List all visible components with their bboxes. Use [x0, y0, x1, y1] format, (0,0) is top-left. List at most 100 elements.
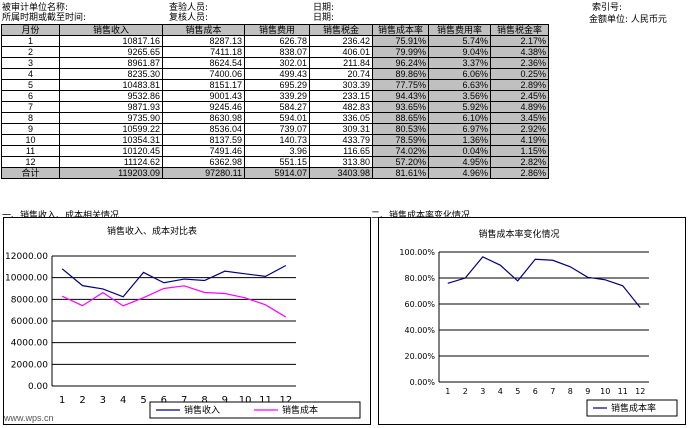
table-cell: 9	[1, 123, 60, 135]
table-cell: 211.84	[309, 57, 373, 69]
x-tick-label: 6	[161, 395, 167, 406]
table-cell: 2.45%	[490, 90, 549, 102]
table-row: 5 10483.81 8151.17 695.29 303.39 77.75% 6.63% 2…	[1, 79, 549, 91]
column-header: 销售税金率	[490, 24, 549, 36]
legend-label: 销售收入	[184, 404, 220, 416]
table-row: 1 10817.16 8287.13 626.78 236.42 75.91% 5.74% 2…	[1, 35, 549, 47]
table-cell: 7411.18	[162, 46, 245, 58]
x-tick-label: 12	[279, 395, 292, 406]
x-tick-label: 1	[59, 395, 65, 406]
table-cell: 9871.93	[59, 101, 163, 113]
table-cell: 0.25%	[490, 68, 549, 80]
column-header: 销售费用率	[428, 24, 491, 36]
table-cell: 11	[1, 145, 60, 157]
x-tick-label: 4	[120, 395, 126, 406]
table-cell: 303.39	[309, 79, 373, 91]
x-tick-label: 9	[585, 387, 590, 396]
table-cell: 74.02%	[372, 145, 429, 157]
table-cell: 236.42	[309, 35, 373, 47]
series-line	[61, 285, 287, 318]
y-tick-label: 8000.00	[11, 295, 48, 305]
x-tick-label: 1	[445, 387, 450, 396]
table-cell: 4.89%	[490, 101, 549, 113]
table-cell: 11124.62	[59, 156, 163, 168]
table-cell: 20.74	[309, 68, 373, 80]
column-header: 销售税金	[309, 24, 373, 36]
series-line	[447, 256, 641, 309]
table-cell: 9265.65	[59, 46, 163, 58]
unit-name-label: 被审计单位名称:	[2, 3, 69, 13]
table-cell: 2.36%	[490, 57, 549, 69]
table-cell: 7	[1, 101, 60, 113]
table-cell: 499.43	[244, 68, 310, 80]
table-cell: 9532.86	[59, 90, 163, 102]
table-cell: 116.65	[309, 145, 373, 157]
table-cell: 433.79	[309, 134, 373, 146]
table-cell: 8151.17	[162, 79, 245, 91]
table-cell: 313.80	[309, 156, 373, 168]
table-cell: 8961.87	[59, 57, 163, 69]
legend-label: 销售成本	[282, 404, 318, 416]
table-total-cell: 2.86%	[490, 167, 549, 179]
table-cell: 8235.30	[59, 68, 163, 80]
table-cell: 9.04%	[428, 46, 491, 58]
reviewed-by-label: 复核人员:	[169, 13, 209, 23]
table-total-cell: 4.96%	[428, 167, 491, 179]
y-tick-label: 100.00%	[399, 248, 435, 257]
y-tick-label: 4000.00	[11, 339, 48, 349]
table-cell: 89.86%	[372, 68, 429, 80]
table-cell: 140.73	[244, 134, 310, 146]
x-tick-label: 6	[533, 387, 538, 396]
table-cell: 4	[1, 68, 60, 80]
table-total-cell: 81.61%	[372, 167, 429, 179]
y-tick-label: 10000.00	[5, 274, 48, 284]
table-row: 9 10599.22 8536.04 739.07 309.31 80.53% 6.97% 2…	[1, 123, 549, 135]
revenue-cost-chart-svg: 销售收入、成本对比表 0.00 2000.00 4000.00 6000.00 8000.…	[5, 225, 361, 419]
table-cell: 57.20%	[372, 156, 429, 168]
x-tick-label: 12	[635, 387, 645, 396]
table-cell: 10817.16	[59, 35, 163, 47]
table-cell: 8287.13	[162, 35, 245, 47]
x-tick-label: 2	[463, 387, 468, 396]
table-cell: 5.74%	[428, 35, 491, 47]
legend-label: 销售成本率	[611, 402, 656, 414]
table-row: 2 9265.65 7411.18 838.07 406.01 79.99% 9.04% 4.…	[1, 46, 549, 58]
table-cell: 79.99%	[372, 46, 429, 58]
table-row: 10 10354.31 8137.59 140.73 433.79 78.59% 1.36%…	[1, 134, 549, 146]
x-tick-label: 5	[140, 395, 146, 406]
table-cell: 6362.98	[162, 156, 245, 168]
table-cell: 93.65%	[372, 101, 429, 113]
table-row: 11 10120.45 7491.46 3.96 116.65 74.02% 0.04% 1.…	[1, 145, 549, 157]
table-total-cell: 5914.07	[244, 167, 310, 179]
y-tick-label: 20.00%	[404, 352, 435, 361]
table-total-row: 合计 119203.09 97280.11 5914.07 3403.98 81.61% 4…	[1, 167, 549, 179]
amount-unit-label: 金额单位: 人民币元	[589, 15, 667, 25]
series-line	[61, 264, 287, 298]
table-cell: 626.78	[244, 35, 310, 47]
table-cell: 551.15	[244, 156, 310, 168]
table-cell: 3.56%	[428, 90, 491, 102]
table-cell: 6.06%	[428, 68, 491, 80]
table-cell: 584.27	[244, 101, 310, 113]
column-header: 销售收入	[59, 24, 163, 36]
table-cell: 12	[1, 156, 60, 168]
table-cell: 10599.22	[59, 123, 163, 135]
table-row: 12 11124.62 6362.98 551.15 313.80 57.20% 4.95%…	[1, 156, 549, 168]
table-cell: 302.01	[244, 57, 310, 69]
table-cell: 2	[1, 46, 60, 58]
section-left-title: 一、销售收入、成本相关情况	[2, 211, 120, 221]
revenue-cost-chart: 销售收入、成本对比表 0.00 2000.00 4000.00 6000.00 8000.…	[3, 217, 371, 425]
x-tick-label: 3	[100, 395, 106, 406]
table-cell: 2.82%	[490, 156, 549, 168]
table-cell: 10	[1, 134, 60, 146]
table-cell: 78.59%	[372, 134, 429, 146]
chart-title: 销售收入、成本对比表	[107, 225, 197, 237]
table-cell: 233.15	[309, 90, 373, 102]
x-tick-label: 3	[480, 387, 485, 396]
table-cell: 5	[1, 79, 60, 91]
table-row: 3 8961.87 8624.54 302.01 211.84 96.24% 3.37% 2.…	[1, 57, 549, 69]
table-cell: 5.92%	[428, 101, 491, 113]
x-tick-label: 11	[618, 387, 628, 396]
table-header-row: 月份 销售收入 销售成本 销售费用 销售税金 销售成本率 销售费用率 销售税金率	[1, 24, 549, 36]
table-cell: 2.89%	[490, 79, 549, 91]
